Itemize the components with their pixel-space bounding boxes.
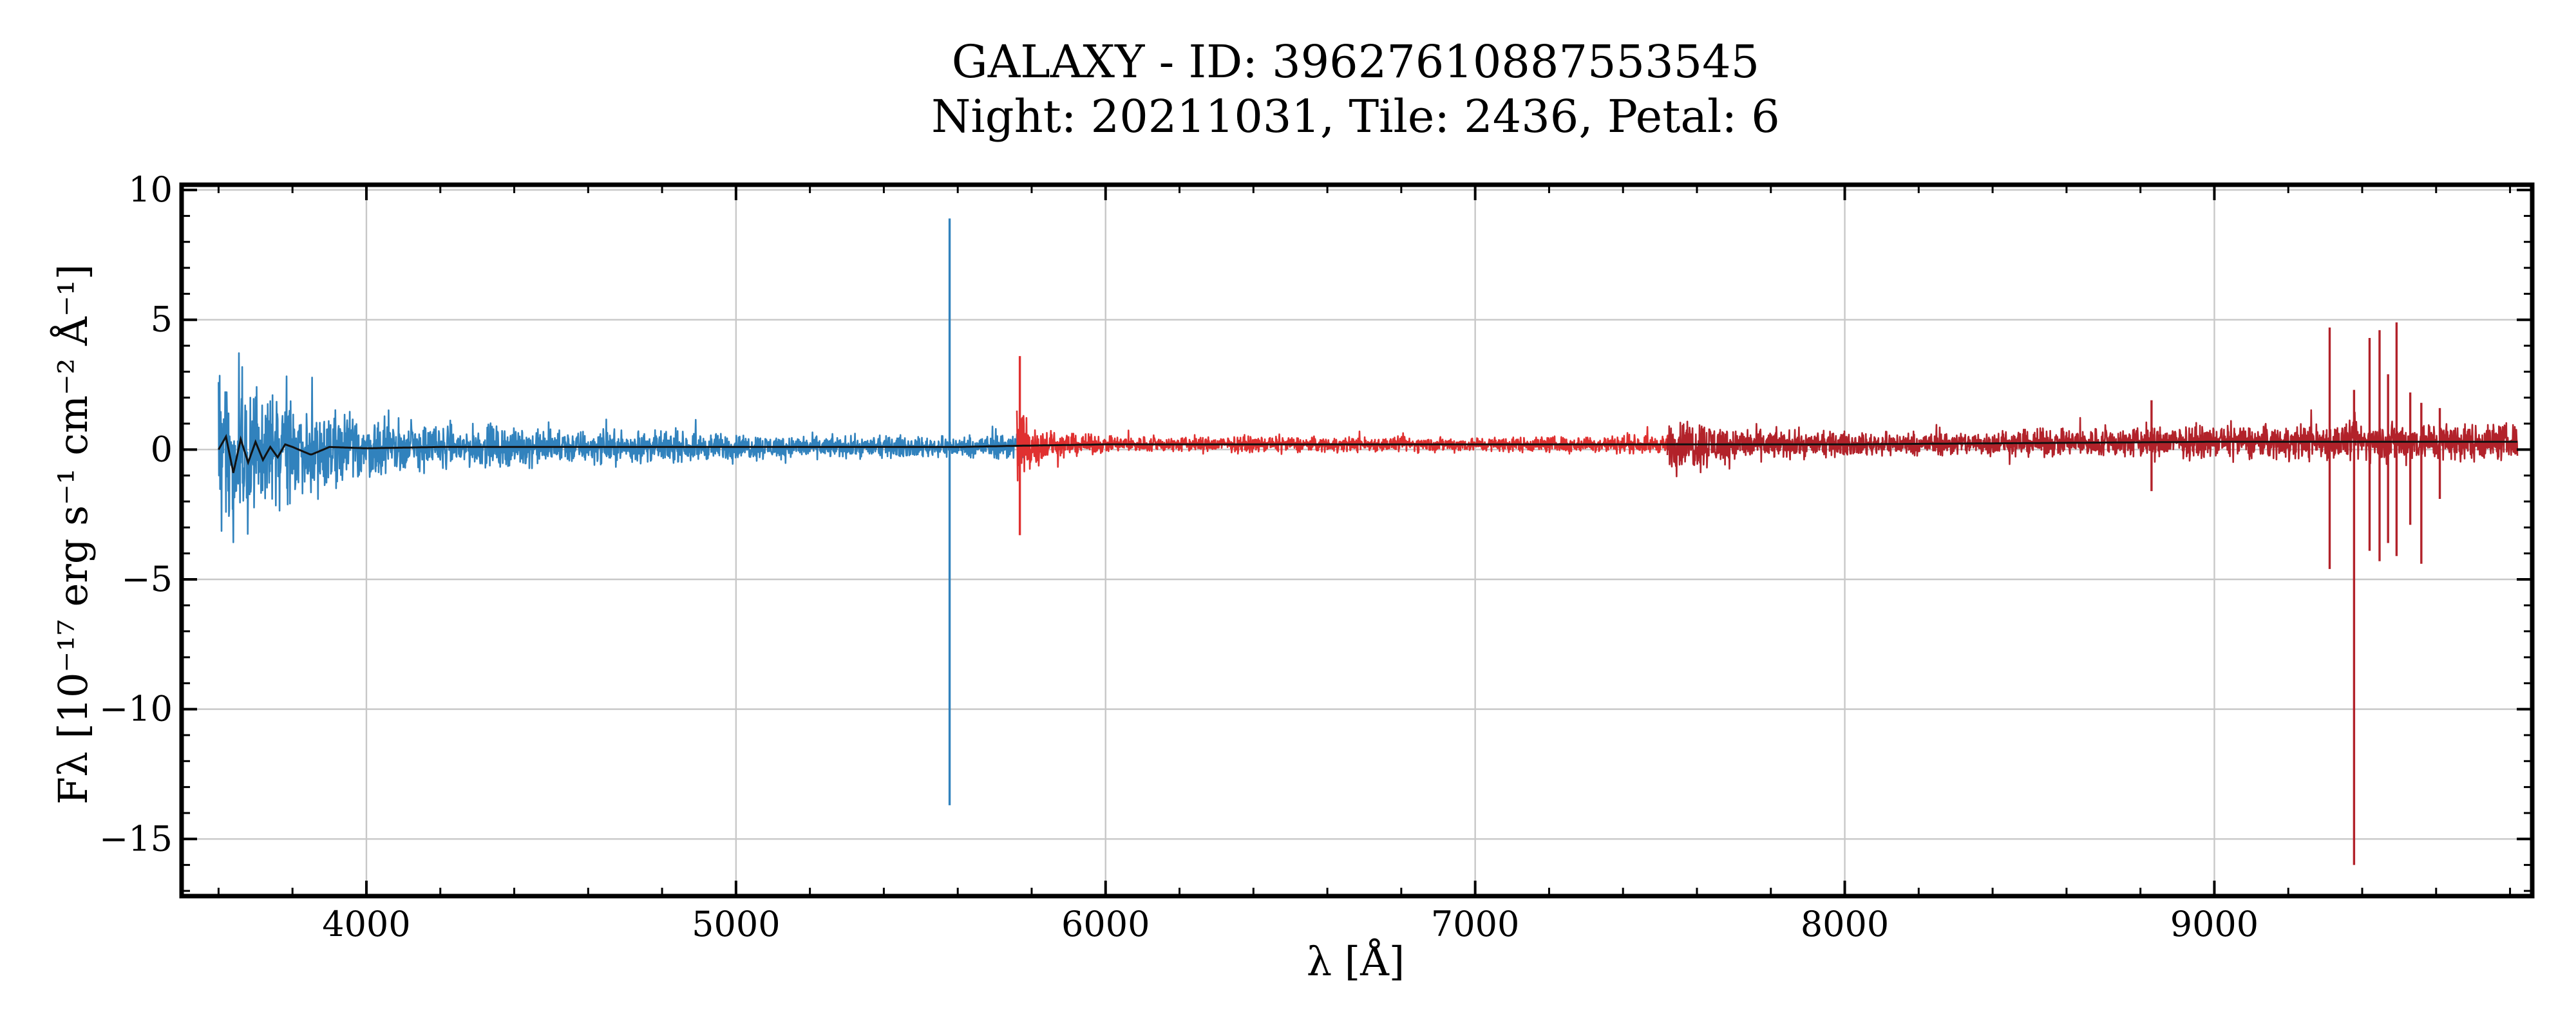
x-tick-label: 6000	[1061, 904, 1150, 944]
plot-frame	[179, 182, 2535, 899]
ticks	[182, 185, 2532, 896]
flux-series	[218, 218, 2519, 865]
x-tick-labels: 4000 5000 6000 7000 8000 9000	[322, 904, 2259, 944]
model-series	[218, 434, 2517, 473]
chart-subtitle: Night: 20211031, Tile: 2436, Petal: 6	[931, 90, 1780, 143]
y-tick-label: −10	[99, 689, 173, 729]
x-tick-label: 9000	[2170, 904, 2259, 944]
chart-title: GALAXY - ID: 39627610887553545	[952, 35, 1759, 88]
y-tick-label: 0	[151, 429, 173, 469]
x-tick-label: 8000	[1801, 904, 1889, 944]
y-tick-label: 5	[151, 299, 173, 340]
plot-clip-group	[218, 218, 2519, 865]
x-axis-label: λ [Å]	[1307, 938, 1405, 985]
x-tick-label: 5000	[692, 904, 780, 944]
flux-series-1	[218, 352, 1025, 543]
y-tick-label: −5	[121, 559, 173, 599]
model-line	[218, 434, 2517, 473]
flux-series-2	[1016, 410, 1676, 482]
x-tick-label: 7000	[1431, 904, 1519, 944]
grid	[182, 185, 2532, 896]
x-tick-label: 4000	[322, 904, 410, 944]
y-tick-label: −15	[99, 818, 173, 859]
y-tick-labels: 10 5 0 −5 −10 −15	[99, 169, 173, 859]
y-axis-label: Fλ [10⁻¹⁷ erg s⁻¹ cm⁻² Å⁻¹]	[50, 264, 97, 804]
y-tick-label: 10	[128, 169, 173, 210]
